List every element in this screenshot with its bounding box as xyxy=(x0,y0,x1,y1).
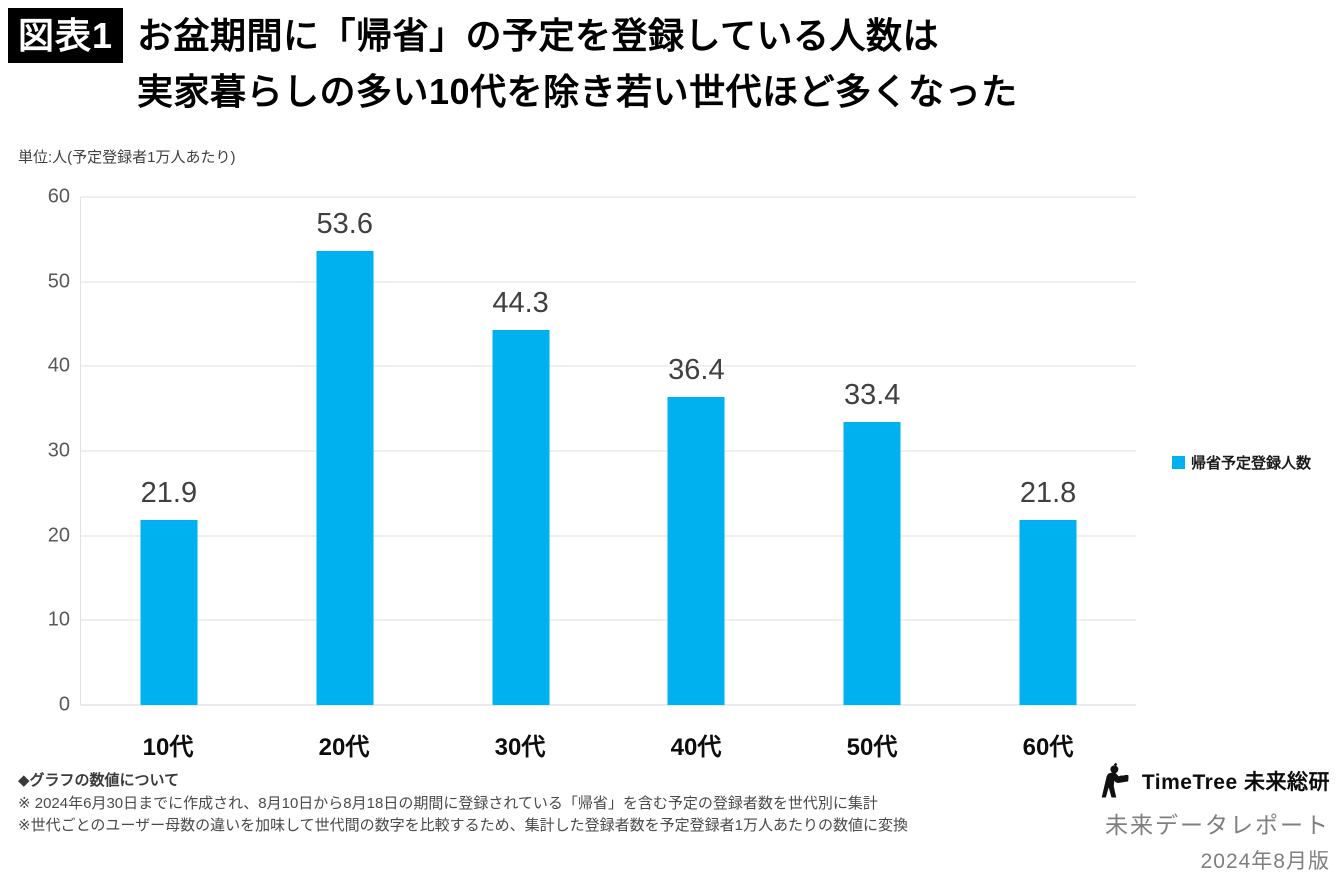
x-tick-label: 40代 xyxy=(670,734,722,761)
bar-slot: 21.8 xyxy=(960,197,1136,705)
x-tick-label: 10代 xyxy=(142,734,194,761)
gridline xyxy=(81,450,1136,452)
bars-layer: 21.9 53.6 44.3 36.4 33.4 21.8 xyxy=(81,197,1136,705)
y-tick-label: 10 xyxy=(47,608,70,631)
brand-report-name: 未来データレポート xyxy=(1105,812,1330,838)
bar-slot: 21.9 xyxy=(81,197,257,705)
title-line-1: お盆期間に「帰省」の予定を登録している人数は xyxy=(137,15,939,56)
bar-50代 xyxy=(843,422,901,705)
bar-40代 xyxy=(667,396,725,705)
footnotes-title: ◆グラフの数値について xyxy=(18,772,180,789)
x-tick-label: 60代 xyxy=(1022,734,1074,761)
gridline xyxy=(81,535,1136,537)
y-tick-label: 50 xyxy=(47,270,70,293)
y-tick-label: 0 xyxy=(58,693,70,716)
bar-slot: 33.4 xyxy=(784,197,960,705)
y-tick-label: 40 xyxy=(47,354,70,377)
x-tick-label: 30代 xyxy=(494,734,546,761)
y-tick-label: 30 xyxy=(47,439,70,462)
bar-value-label: 44.3 xyxy=(492,286,549,319)
bar-60代 xyxy=(1019,520,1077,705)
bar-value-label: 53.6 xyxy=(316,208,373,241)
bar-value-label: 21.9 xyxy=(140,476,198,509)
bar-slot: 36.4 xyxy=(608,197,784,705)
bar-20代 xyxy=(316,251,374,705)
gridline xyxy=(81,365,1136,367)
bar-slot: 53.6 xyxy=(257,197,433,705)
figure-number-badge: 図表1 xyxy=(8,8,124,63)
legend-label: 帰省予定登録人数 xyxy=(1191,455,1312,472)
x-tick-label: 50代 xyxy=(846,734,898,761)
page-title: お盆期間に「帰省」の予定を登録している人数は 実家暮らしの多い10代を除き若い世… xyxy=(137,8,1018,120)
bar-10代 xyxy=(140,519,198,705)
header: 図表1 お盆期間に「帰省」の予定を登録している人数は 実家暮らしの多い10代を除… xyxy=(8,8,1332,120)
y-tick-label: 20 xyxy=(47,524,70,547)
unit-label: 単位:人(予定登録者1万人あたり) xyxy=(18,149,236,166)
x-axis-tick-labels: 10代 20代 30代 40代 50代 60代 xyxy=(80,727,1136,762)
timetree-observer-logo-icon xyxy=(1101,762,1129,798)
chart-legend: 帰省予定登録人数 xyxy=(1172,452,1311,473)
bar-value-label: 21.8 xyxy=(1019,477,1077,510)
gridline xyxy=(81,704,1136,706)
brand-logo-text: TimeTree 未来総研 xyxy=(1141,771,1330,794)
brand-edition: 2024年8月版 xyxy=(1200,850,1330,873)
y-axis-tick-labels: 0 10 20 30 40 50 60 xyxy=(0,186,70,716)
footnote-line: ※ 2024年6月30日までに作成され、8月10日から8月18日の期間に登録され… xyxy=(18,794,878,812)
title-line-2: 実家暮らしの多い10代を除き若い世代ほど多くなった xyxy=(137,70,1018,112)
gridline xyxy=(81,281,1136,283)
legend-swatch xyxy=(1172,456,1185,469)
footnote-line: ※世代ごとのユーザー母数の違いを加味して世代間の数字を比較するため、集計した登録… xyxy=(18,817,909,834)
bar-30代 xyxy=(492,329,550,705)
bar-chart-plot: 21.9 53.6 44.3 36.4 33.4 21.8 xyxy=(80,196,1136,706)
y-tick-label: 60 xyxy=(47,185,70,208)
gridline xyxy=(81,196,1136,198)
footnotes: ◆グラフの数値について ※ 2024年6月30日までに作成され、8月10日から8… xyxy=(18,770,908,838)
x-tick-label: 20代 xyxy=(318,734,370,761)
brand-logo-row: TimeTree 未来総研 xyxy=(1096,762,1330,800)
gridline xyxy=(81,619,1136,621)
bar-slot: 44.3 xyxy=(433,197,609,705)
bar-value-label: 33.4 xyxy=(843,379,901,412)
brand-block: TimeTree 未来総研 未来データレポート 2024年8月版 xyxy=(1096,762,1330,875)
bar-value-label: 36.4 xyxy=(668,353,725,386)
